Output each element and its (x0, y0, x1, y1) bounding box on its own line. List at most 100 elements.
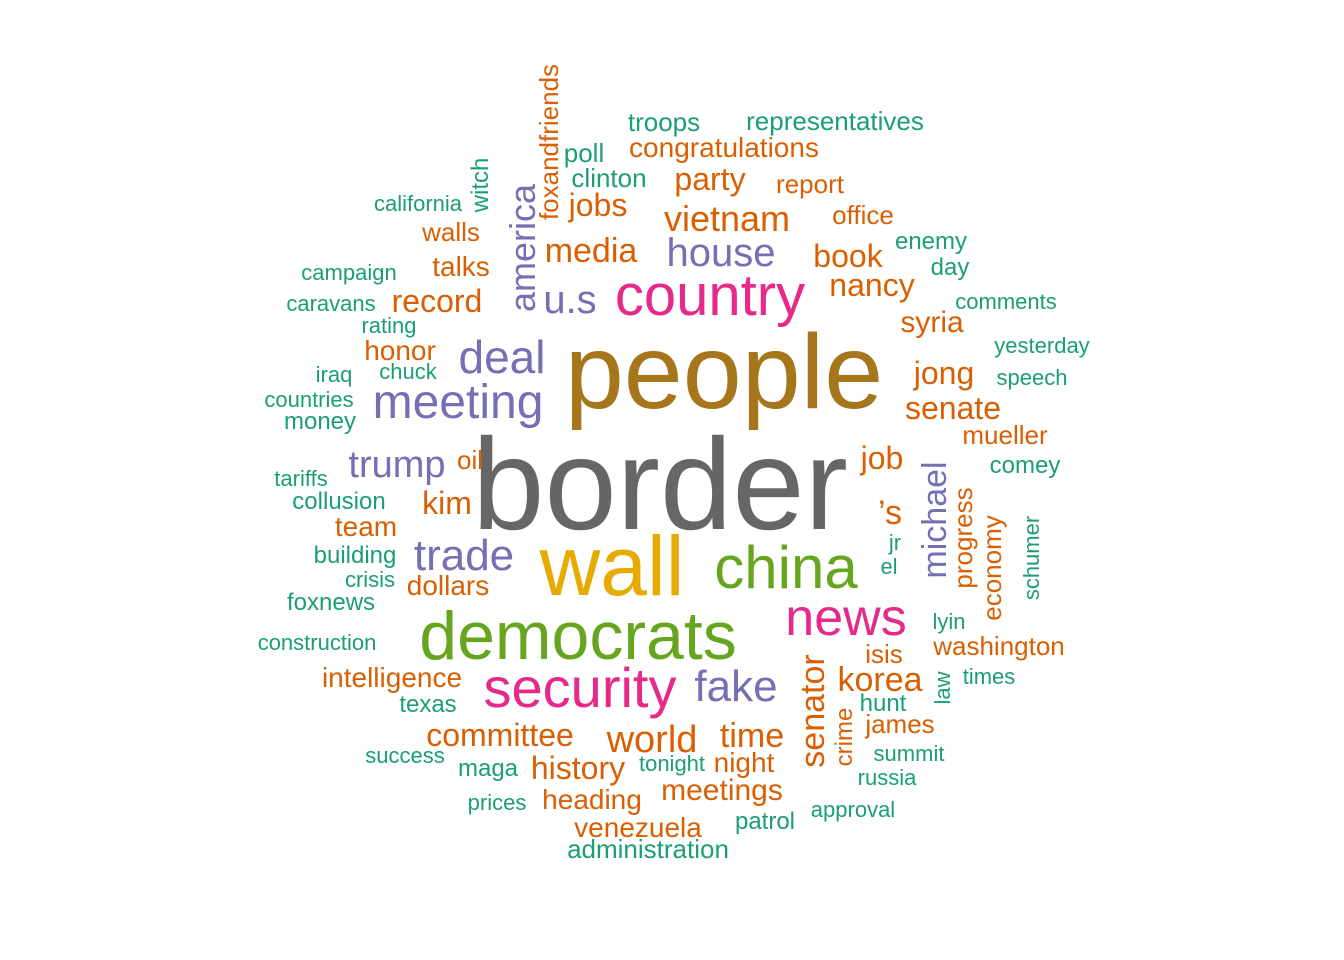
cloud-word: night (713, 747, 775, 778)
cloud-word: administration (567, 834, 729, 864)
cloud-word: foxandfriends (534, 63, 564, 221)
cloud-word: schumer (1019, 515, 1044, 601)
cloud-word: job (860, 440, 904, 476)
cloud-word: approval (810, 797, 896, 822)
cloud-word: party (674, 161, 746, 197)
cloud-word: washington (933, 631, 1065, 661)
cloud-word: record (391, 283, 483, 319)
cloud-word: korea (837, 661, 923, 699)
cloud-word: witch (467, 157, 494, 213)
cloud-word: texas (399, 691, 457, 718)
cloud-word: jong (913, 355, 975, 391)
cloud-word: iraq (315, 362, 353, 387)
cloud-word: venezuela (574, 812, 702, 843)
cloud-word: success (365, 743, 445, 768)
cloud-word: jobs (568, 187, 628, 223)
cloud-word: countries (264, 387, 354, 412)
cloud-word: syria (900, 306, 964, 339)
cloud-word: history (530, 750, 626, 786)
cloud-word: heading (542, 784, 642, 815)
cloud-word: summit (873, 741, 945, 766)
cloud-word: el (880, 554, 898, 579)
cloud-word: report (776, 169, 844, 199)
cloud-word: kim (422, 485, 472, 521)
cloud-word: senate (904, 390, 1002, 426)
cloud-word: honor (364, 335, 436, 366)
cloud-word: book (813, 238, 883, 274)
cloud-word: representatives (746, 106, 924, 136)
cloud-word: security (483, 656, 677, 719)
cloud-word: intelligence (321, 662, 463, 693)
cloud-word: lyin (932, 609, 966, 634)
cloud-word: time (719, 717, 785, 755)
cloud-word: tariffs (274, 466, 328, 491)
cloud-word: yesterday (994, 333, 1090, 358)
cloud-word: russia (857, 765, 917, 790)
cloud-word: comey (989, 452, 1061, 479)
cloud-word: crisis (344, 567, 396, 592)
cloud-word: law (930, 671, 955, 705)
cloud-word: collusion (292, 488, 386, 515)
cloud-word: news (785, 589, 907, 647)
cloud-word: office (832, 200, 894, 230)
cloud-word: poll (563, 138, 605, 168)
cloud-word: jr (888, 530, 902, 555)
cloud-word: walls (422, 217, 480, 247)
cloud-word: enemy (894, 228, 968, 255)
cloud-word: ’s (878, 494, 902, 532)
cloud-word: oil (456, 445, 484, 475)
cloud-word: trade (413, 531, 515, 580)
cloud-word: times (962, 664, 1016, 689)
cloud-word: fake (694, 662, 778, 711)
cloud-word: mueller (962, 420, 1048, 450)
cloud-word: house (666, 231, 776, 275)
cloud-word: rating (361, 313, 417, 338)
cloud-word: committee (426, 717, 574, 753)
cloud-word: maga (457, 755, 519, 782)
cloud-word: isis (865, 639, 903, 669)
cloud-word: meeting (372, 376, 544, 429)
cloud-word: crime (831, 707, 858, 767)
cloud-word: money (283, 408, 357, 435)
cloud-word: u.s (543, 278, 597, 322)
cloud-word: nancy (829, 267, 915, 303)
cloud-word: country (614, 263, 806, 328)
cloud-word: speech (996, 365, 1068, 390)
cloud-word: congratulations (629, 132, 819, 163)
cloud-word: vietnam (663, 198, 791, 239)
cloud-word: caravans (286, 291, 376, 316)
cloud-word: wall (539, 519, 685, 613)
cloud-word: deal (458, 331, 546, 383)
cloud-word: dollars (406, 570, 490, 601)
cloud-word: border (472, 411, 848, 557)
cloud-word: james (865, 709, 935, 739)
cloud-word: troops (627, 107, 701, 137)
cloud-word: media (544, 232, 638, 270)
cloud-word: comments (955, 289, 1057, 314)
cloud-word: prices (467, 790, 527, 815)
cloud-word: senator (794, 654, 832, 768)
cloud-word: trump (348, 444, 446, 486)
cloud-word: hunt (859, 690, 907, 717)
cloud-word: tonight (638, 751, 706, 776)
cloud-word: economy (977, 515, 1007, 621)
cloud-word: michael (916, 461, 954, 579)
cloud-word: campaign (301, 260, 397, 285)
cloud-word: china (714, 534, 858, 601)
cloud-word: patrol (734, 808, 796, 835)
cloud-word: progress (948, 487, 978, 589)
cloud-word: foxnews (286, 589, 376, 616)
cloud-word: world (606, 719, 698, 761)
cloud-word: talks (432, 251, 490, 282)
cloud-word: democrats (419, 598, 737, 674)
cloud-word: people (564, 313, 884, 431)
cloud-word: meetings (661, 774, 783, 807)
cloud-word: team (334, 511, 398, 542)
cloud-word: clinton (571, 163, 647, 193)
cloud-word: california (373, 191, 463, 216)
cloud-word: building (313, 542, 397, 569)
cloud-word: day (930, 254, 970, 281)
cloud-word: construction (257, 630, 377, 655)
cloud-word: chuck (379, 359, 437, 384)
